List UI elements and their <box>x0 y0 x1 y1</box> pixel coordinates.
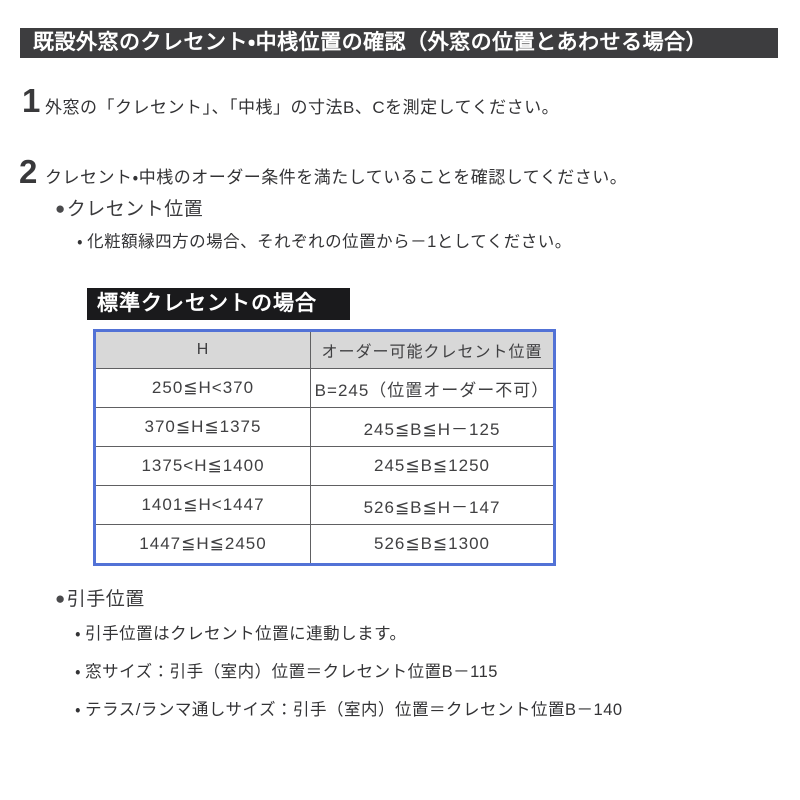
crescent-note: ・化粧額縁四方の場合、それぞれの位置から－1としてください。 <box>77 228 572 252</box>
table-row: 370≦H≦1375 245≦B≦H－125 <box>94 407 555 447</box>
crescent-note-text: 化粧額縁四方の場合、それぞれの位置から－1としてください。 <box>87 233 572 251</box>
cell-h-range: 250≦H<370 <box>94 368 311 408</box>
filled-circle-bullet-icon: ● <box>55 589 66 608</box>
crescent-position-heading-label: クレセント位置 <box>66 199 204 220</box>
table-header-row: H オーダー可能クレセント位置 <box>94 330 555 369</box>
handle-position-heading-label: 引手位置 <box>66 589 145 610</box>
cell-b-range: 526≦B≦H－147 <box>310 485 555 525</box>
standard-crescent-label: 標準クレセントの場合 <box>87 288 350 320</box>
cell-b-range: 245≦B≦H－125 <box>310 407 555 447</box>
table-row: 1375<H≦1400 245≦B≦1250 <box>94 446 555 486</box>
filled-circle-bullet-icon: ● <box>55 199 66 218</box>
cell-h-range: 1375<H≦1400 <box>94 446 311 486</box>
cell-b-range: 526≦B≦1300 <box>310 524 555 565</box>
cell-h-range: 1401≦H<1447 <box>94 485 311 525</box>
handle-note-linked-text: 引手位置はクレセント位置に連動します。 <box>85 625 407 643</box>
table-row: 1401≦H<1447 526≦B≦H－147 <box>94 485 555 525</box>
handle-note-window-size: ・窓サイズ：引手（室内）位置＝クレセント位置B－115 <box>75 658 498 682</box>
crescent-position-heading: ●クレセント位置 <box>55 194 203 221</box>
handle-position-heading: ●引手位置 <box>55 584 145 611</box>
handle-note-terrace-size: ・テラス/ランマ通しサイズ：引手（室内）位置＝クレセント位置B－140 <box>75 696 623 720</box>
table-row: 1447≦H≦2450 526≦B≦1300 <box>94 524 555 565</box>
cell-h-range: 1447≦H≦2450 <box>94 524 311 565</box>
table-header-orderable-position: オーダー可能クレセント位置 <box>310 330 555 369</box>
step-1-number: 1 <box>22 82 41 119</box>
table-row: 250≦H<370 B=245（位置オーダー不可） <box>94 368 555 408</box>
step-1-text: 外窓の「クレセント」、「中桟」の寸法B、Cを測定してください。 <box>45 98 560 117</box>
cell-b-range: 245≦B≦1250 <box>310 446 555 486</box>
step-2-text: クレセント・中桟のオーダー条件を満たしていることを確認してください。 <box>45 168 628 187</box>
crescent-position-table: H オーダー可能クレセント位置 250≦H<370 B=245（位置オーダー不可… <box>93 329 556 566</box>
handle-note-linked: ・引手位置はクレセント位置に連動します。 <box>75 620 406 644</box>
middle-dot-bullet-icon: ・ <box>75 625 82 643</box>
handle-note-window-size-text: 窓サイズ：引手（室内）位置＝クレセント位置B－115 <box>85 663 498 681</box>
middle-dot-bullet-icon: ・ <box>77 233 84 251</box>
table-header-h: H <box>94 330 311 369</box>
step-2-number: 2 <box>19 153 38 190</box>
middle-dot-bullet-icon: ・ <box>75 701 82 719</box>
page-title: 既設外窓のクレセント・中桟位置の確認（外窓の位置とあわせる場合） <box>20 28 778 58</box>
middle-dot-bullet-icon: ・ <box>75 663 82 681</box>
handle-note-terrace-size-text: テラス/ランマ通しサイズ：引手（室内）位置＝クレセント位置B－140 <box>85 701 623 719</box>
cell-h-range: 370≦H≦1375 <box>94 407 311 447</box>
cell-b-range: B=245（位置オーダー不可） <box>310 368 555 408</box>
